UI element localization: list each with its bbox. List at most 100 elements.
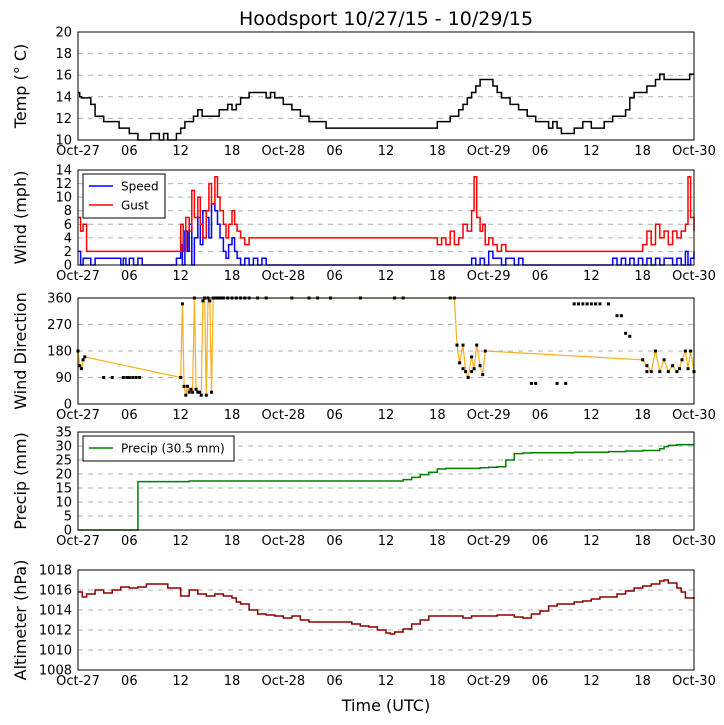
wdir-xtick-label: 06: [326, 408, 343, 423]
precip-xtick-label: 18: [634, 534, 651, 549]
wdir-point: [686, 367, 690, 371]
wdir-point: [624, 331, 628, 335]
wind-xtick-label: 12: [583, 269, 600, 284]
wdir-point: [645, 370, 649, 374]
altimeter-ytick-label: 1008: [39, 664, 72, 679]
wdir-point: [180, 302, 184, 306]
wdir-series-direction: [76, 295, 696, 398]
altimeter-xtick-label: 06: [326, 674, 343, 689]
altimeter-xtick-label: Oct-28: [261, 674, 305, 689]
precip-xtick-label: 18: [429, 534, 446, 549]
wdir-xtick-label: Oct-29: [467, 408, 511, 423]
wind-ytick-label: 8: [64, 204, 72, 219]
precip-ytick-label: 25: [55, 454, 72, 469]
wdir-point: [125, 376, 129, 379]
precip-ytick-label: 30: [55, 440, 72, 455]
wind-ytick-label: 10: [55, 191, 72, 206]
wdir-xtick-label: Oct-30: [672, 408, 716, 423]
wdir-point: [472, 367, 476, 371]
wdir-xtick-label: 12: [583, 408, 600, 423]
wdir-direction-trace: [77, 295, 695, 398]
wdir-point: [102, 376, 106, 379]
altimeter-ytick-label: 1016: [39, 584, 72, 599]
wdir-point: [671, 364, 675, 368]
temp-xtick-label: 12: [172, 144, 189, 159]
wdir-point: [198, 390, 201, 394]
wdir-point: [179, 376, 183, 379]
temp-panel: 10 12 14 16 18 20 Oct-27 06 12 18 Oct-28 06 12 18 Oct-…: [11, 26, 716, 160]
altimeter-series-altimeter: [78, 579, 695, 635]
altimeter-xtick-label: 12: [172, 674, 189, 689]
wdir-xtick-label: Oct-27: [56, 408, 100, 423]
temp-ytick-label: 14: [55, 90, 72, 105]
wdir-point: [466, 376, 470, 379]
wdir-point: [615, 314, 619, 318]
wdir-ytick-label: 90: [55, 371, 72, 386]
precip-axes-frame: [77, 431, 695, 531]
wdir-ytick-label: 180: [47, 345, 72, 360]
temp-ytick-label: 18: [55, 47, 72, 62]
wdir-point: [598, 302, 602, 306]
wdir-point: [199, 393, 203, 397]
wdir-point: [470, 370, 474, 374]
wdir-point: [534, 381, 538, 385]
altimeter-axes-frame: [77, 569, 695, 671]
altimeter-ytick-label: 1010: [39, 644, 72, 659]
wind-xtick-label: Oct-30: [672, 269, 716, 284]
temp-ytick-label: 10: [55, 134, 72, 149]
wind-xtick-label: 18: [634, 269, 651, 284]
wind-series-gust: [78, 176, 695, 253]
wind-xtick-label: Oct-28: [261, 269, 305, 284]
precip-xtick-label: 06: [326, 534, 343, 549]
temp-ytick-label: 12: [55, 112, 72, 127]
wdir-point: [483, 349, 487, 353]
wdir-point: [654, 349, 657, 353]
wdir-ytick-label: 0: [64, 398, 72, 413]
precip-xtick-label: 06: [121, 534, 138, 549]
wdir-point: [210, 390, 213, 394]
wdir-point: [458, 361, 462, 365]
altimeter-xtick-label: Oct-30: [672, 674, 716, 689]
precip-xtick-label: Oct-28: [261, 534, 305, 549]
wdir-point: [680, 358, 684, 362]
precip-legend: Precip (30.5 mm): [82, 435, 235, 462]
temp-xtick-label: 06: [121, 144, 138, 159]
wdir-point: [204, 393, 208, 397]
temp-xtick-label: Oct-27: [56, 144, 100, 159]
wdir-point: [594, 302, 598, 306]
altimeter-ytick-label: 1018: [39, 564, 72, 579]
wdir-xtick-label: 18: [429, 408, 446, 423]
wdir-point: [78, 364, 82, 368]
wind-xtick-label: 12: [172, 269, 189, 284]
precip-xtick-label: 06: [532, 534, 549, 549]
precip-xtick-label: Oct-30: [672, 534, 716, 549]
precip-ytick-label: 0: [64, 524, 72, 539]
wdir-point: [182, 384, 186, 388]
wdir-point: [585, 302, 589, 306]
wdir-point: [662, 358, 666, 362]
wind-xtick-label: Oct-29: [467, 269, 511, 284]
altimeter-xtick-label: 06: [532, 674, 549, 689]
wdir-point: [577, 302, 580, 306]
wdir-point: [191, 390, 195, 394]
wdir-point: [481, 373, 485, 377]
wdir-point: [470, 355, 474, 359]
wind-legend-label: Gust: [121, 199, 149, 213]
wdir-point: [455, 343, 459, 347]
wdir-point: [461, 367, 465, 371]
wdir-point: [641, 358, 645, 362]
wind-xtick-label: 06: [326, 269, 343, 284]
wind-xtick-label: Oct-27: [56, 269, 100, 284]
altimeter-xtick-label: 18: [224, 674, 241, 689]
wdir-point: [196, 390, 200, 394]
altimeter-xtick-label: Oct-29: [467, 674, 511, 689]
wdir-point: [110, 376, 114, 379]
wind-xtick-label: 18: [429, 269, 446, 284]
precip-xtick-label: 12: [378, 534, 395, 549]
wdir-xtick-label: 06: [121, 408, 138, 423]
precip-xtick-label: 18: [224, 534, 241, 549]
wdir-point: [201, 299, 205, 303]
